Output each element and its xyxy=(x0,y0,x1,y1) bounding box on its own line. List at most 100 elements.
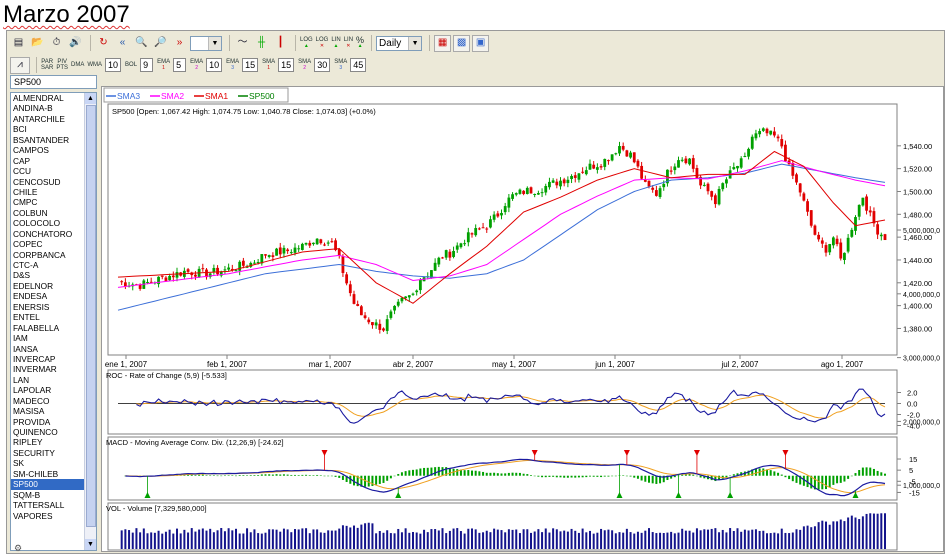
window-icon[interactable]: ▣ xyxy=(472,34,490,52)
ema1-button[interactable]: EMA 1 xyxy=(157,59,171,71)
candle-body xyxy=(289,252,293,254)
sma1-input[interactable]: 15 xyxy=(278,58,295,72)
period-select[interactable]: Daily ▼ xyxy=(376,35,423,51)
volume-bar xyxy=(530,532,532,549)
symbol-list-item[interactable]: PROVIDA xyxy=(13,416,51,427)
lin-icon[interactable]: LIN ▲ xyxy=(331,37,341,49)
symbol-list-item[interactable]: RIPLEY xyxy=(13,437,43,448)
candle-body xyxy=(326,242,330,244)
bar-chart-icon[interactable]: ╫ xyxy=(257,37,266,48)
symbol-list-item[interactable]: IANSA xyxy=(13,343,38,354)
zoom-out-icon[interactable]: 🔎 xyxy=(154,37,167,48)
back-icon[interactable]: « xyxy=(119,37,126,48)
ema3-input[interactable]: 15 xyxy=(242,58,259,72)
wma-input[interactable]: 10 xyxy=(105,58,122,72)
symbol-list-item[interactable]: ENDESA xyxy=(13,291,48,302)
symbol-list-item[interactable]: CORPBANCA xyxy=(13,249,66,260)
symbol-list-item[interactable]: SM-CHILEB xyxy=(13,468,59,479)
open-icon[interactable]: 📂 xyxy=(31,37,44,48)
zoom-in-icon[interactable]: 🔍 xyxy=(135,37,148,48)
sma2-input[interactable]: 30 xyxy=(314,58,331,72)
symbol-list-item[interactable]: CAMPOS xyxy=(13,145,49,156)
layout-icon[interactable]: ▦ xyxy=(434,34,452,52)
log-icon[interactable]: LOG ▲ xyxy=(300,37,313,49)
volume-bar xyxy=(176,528,178,549)
zoom-select[interactable]: ▼ xyxy=(190,35,222,51)
log-x-icon[interactable]: LOG ✕ xyxy=(315,37,329,49)
symbol-list-item[interactable]: CHILE xyxy=(13,186,38,197)
sma2-button[interactable]: SMA 2 xyxy=(298,59,312,71)
timer-icon[interactable]: ⏱ xyxy=(52,37,61,48)
symbol-list-item[interactable]: SQM-B xyxy=(13,489,41,500)
symbol-list-item[interactable]: COLBUN xyxy=(13,207,48,218)
candle-body xyxy=(577,173,581,180)
volume-bar xyxy=(312,529,315,549)
symbol-list-item[interactable]: CCU xyxy=(13,166,31,177)
symbol-list-item[interactable]: COPEC xyxy=(13,239,43,250)
symbol-list-scrollbar[interactable]: ▲ ▼ xyxy=(84,93,96,550)
dma-button[interactable]: DMA xyxy=(71,62,85,68)
symbol-list-item[interactable]: CONCHATORO xyxy=(13,228,73,239)
symbol-list-item[interactable]: QUINENCO xyxy=(13,427,58,437)
symbol-list-item[interactable]: MASISA xyxy=(13,406,45,417)
symbol-list-item[interactable]: ALMENDRAL xyxy=(13,93,64,103)
volume-bar xyxy=(699,530,702,549)
symbol-list[interactable]: ALMENDRAL ANDINA-B ANTARCHILE BCI BSANTANDER… xyxy=(10,92,97,551)
symbol-list-item[interactable]: LAN xyxy=(13,374,30,385)
sma3-button[interactable]: SMA 3 xyxy=(334,59,348,71)
volume-bar xyxy=(633,533,636,549)
symbol-list-item[interactable]: SP500 xyxy=(11,479,96,490)
par-sar-button[interactable]: PAR SAR xyxy=(41,59,54,71)
symbol-list-item[interactable]: CTC-A xyxy=(13,260,39,270)
symbol-list-item[interactable]: INVERCAP xyxy=(13,353,56,364)
symbol-list-item[interactable]: IAM xyxy=(13,333,28,344)
candle-icon[interactable]: ┃ xyxy=(277,37,284,48)
bol-button[interactable]: BOL xyxy=(125,62,138,68)
forward-icon[interactable]: » xyxy=(176,37,183,48)
macd-histogram-bar xyxy=(633,475,636,478)
speaker-icon[interactable]: 🔊 xyxy=(69,37,82,48)
symbol-list-item[interactable]: SECURITY xyxy=(13,447,55,458)
symbol-list-item[interactable]: MADECO xyxy=(13,395,50,406)
symbol-list-item[interactable]: LAPOLAR xyxy=(13,385,52,396)
bol-input[interactable]: 9 xyxy=(140,58,154,72)
chart-type-icon[interactable]: ⩘ xyxy=(10,56,30,74)
symbol-search-input[interactable]: SP500 xyxy=(10,75,97,89)
symbol-list-item[interactable]: SK xyxy=(13,458,25,469)
piv-pts-button[interactable]: PIV PTS xyxy=(56,59,69,71)
symbol-list-item[interactable]: BCI xyxy=(13,124,27,135)
scroll-up-icon[interactable]: ▲ xyxy=(85,93,96,104)
symbol-list-item[interactable]: BSANTANDER xyxy=(13,134,70,145)
symbol-list-item[interactable]: CAP xyxy=(13,155,31,166)
ema3-button[interactable]: EMA 3 xyxy=(226,59,240,71)
symbol-list-item[interactable]: COLOCOLO xyxy=(13,218,61,229)
wma-button[interactable]: WMA xyxy=(87,62,103,68)
scroll-thumb[interactable] xyxy=(86,105,96,527)
symbol-list-item[interactable]: FALABELLA xyxy=(13,322,60,333)
refresh-icon[interactable]: ↻ xyxy=(99,37,108,48)
color-icon[interactable]: ▩ xyxy=(453,34,471,52)
volume-bar xyxy=(751,529,754,549)
sma3-input[interactable]: 45 xyxy=(350,58,367,72)
symbol-list-item[interactable]: EDELNOR xyxy=(13,280,54,291)
symbol-list-item[interactable]: D&S xyxy=(13,270,31,281)
new-icon[interactable]: ▤ xyxy=(13,37,24,48)
line-chart-icon[interactable]: 〜 xyxy=(237,37,248,48)
symbol-list-item[interactable]: ENERSIS xyxy=(13,301,50,312)
lin-x-icon[interactable]: LIN ✕ xyxy=(343,37,354,49)
sma1-button[interactable]: SMA 1 xyxy=(262,59,276,71)
symbol-list-item[interactable]: ENTEL xyxy=(13,312,40,323)
symbol-list-item[interactable]: TATTERSALL xyxy=(13,500,65,511)
ema2-button[interactable]: EMA 2 xyxy=(190,59,204,71)
scroll-down-icon[interactable]: ▼ xyxy=(85,539,96,550)
chart-area[interactable]: SMA3 SMA2 SMA1 SP500 ene 1, 2007 feb 1, 2007 m… xyxy=(101,86,944,552)
symbol-list-item[interactable]: CMPC xyxy=(13,197,38,208)
symbol-list-item[interactable]: VAPORES xyxy=(13,510,53,521)
ema1-input[interactable]: 5 xyxy=(173,58,187,72)
symbol-list-item[interactable]: CENCOSUD xyxy=(13,176,61,187)
symbol-list-item[interactable]: ANTARCHILE xyxy=(13,113,65,124)
symbol-list-item[interactable]: INVERMAR xyxy=(13,364,57,375)
percent-icon[interactable]: % ▲ xyxy=(356,35,365,50)
ema2-input[interactable]: 10 xyxy=(206,58,223,72)
symbol-list-item[interactable]: ANDINA-B xyxy=(13,103,53,114)
